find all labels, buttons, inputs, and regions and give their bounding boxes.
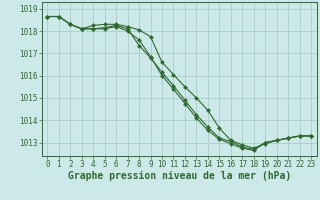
X-axis label: Graphe pression niveau de la mer (hPa): Graphe pression niveau de la mer (hPa) xyxy=(68,171,291,181)
